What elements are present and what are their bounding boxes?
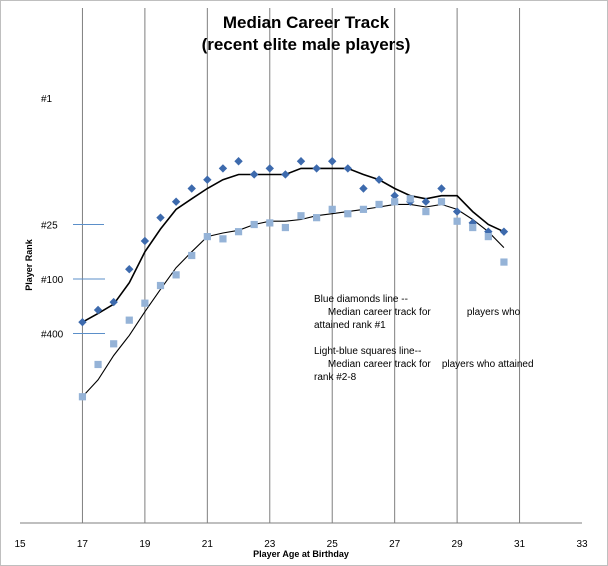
diamond-point bbox=[312, 164, 321, 173]
diamond-point bbox=[218, 164, 228, 173]
rank-label: #25 bbox=[41, 221, 58, 232]
squares-median-line bbox=[81, 203, 505, 398]
legend-note-line: attained rank #1 bbox=[314, 320, 386, 331]
square-point bbox=[125, 316, 133, 324]
square-point bbox=[94, 360, 102, 369]
square-point bbox=[313, 214, 321, 222]
x-tick-label: 33 bbox=[576, 539, 588, 550]
diamond-point bbox=[249, 170, 259, 179]
square-point bbox=[391, 198, 399, 206]
legend-note-line: Light-blue squares line-- bbox=[314, 346, 421, 357]
x-tick-label: 25 bbox=[327, 539, 339, 550]
square-point bbox=[359, 205, 368, 213]
diamond-point bbox=[234, 157, 243, 166]
rank-label: #400 bbox=[41, 329, 64, 340]
diamond-point bbox=[499, 227, 509, 236]
diamond-point bbox=[93, 305, 103, 315]
diamond-point bbox=[171, 197, 181, 206]
square-point bbox=[437, 198, 446, 206]
diamond-point bbox=[421, 197, 431, 206]
legend-note-line: Median career track for players who bbox=[314, 307, 521, 318]
diamond-point bbox=[343, 164, 353, 173]
diamonds-median-line bbox=[82, 167, 505, 323]
diamond-point bbox=[78, 317, 87, 327]
diamond-point bbox=[265, 164, 274, 173]
diamond-point bbox=[109, 297, 118, 307]
square-point bbox=[172, 271, 180, 279]
square-point bbox=[203, 232, 211, 241]
square-point bbox=[234, 228, 243, 236]
diamond-point bbox=[125, 265, 134, 274]
square-point bbox=[281, 223, 289, 232]
diamond-point bbox=[452, 207, 462, 216]
diamond-point bbox=[203, 175, 212, 184]
square-point bbox=[156, 281, 165, 290]
square-point bbox=[78, 393, 87, 401]
legend-note-line: Median career track for players who atta… bbox=[314, 359, 534, 370]
square-point bbox=[500, 258, 508, 266]
square-point bbox=[266, 219, 274, 227]
x-tick-label: 17 bbox=[77, 539, 89, 550]
square-point bbox=[406, 195, 414, 203]
square-point bbox=[422, 208, 430, 216]
square-point bbox=[219, 235, 227, 243]
legend-note-line: Blue diamonds line -- bbox=[314, 294, 408, 305]
rank-label: #100 bbox=[41, 275, 64, 286]
diamond-point bbox=[140, 236, 150, 246]
square-point bbox=[110, 340, 118, 348]
diamond-point bbox=[359, 184, 368, 193]
x-tick-label: 31 bbox=[514, 539, 526, 550]
x-tick-label: 21 bbox=[202, 539, 214, 550]
chart-title: Median Career Track bbox=[223, 13, 390, 32]
x-tick-label: 19 bbox=[139, 539, 151, 550]
square-point bbox=[188, 251, 196, 260]
square-point bbox=[141, 299, 149, 307]
x-tick-label: 29 bbox=[452, 539, 464, 550]
square-point bbox=[469, 223, 477, 232]
diamond-point bbox=[328, 157, 337, 166]
x-tick-label: 15 bbox=[14, 539, 26, 550]
x-tick-label: 23 bbox=[264, 539, 276, 550]
diamond-point bbox=[296, 157, 306, 166]
square-point bbox=[297, 212, 305, 220]
diamond-point bbox=[281, 170, 290, 179]
diamond-point bbox=[374, 175, 384, 184]
square-point bbox=[328, 205, 336, 213]
x-axis-label: Player Age at Birthday bbox=[253, 549, 349, 559]
diamond-point bbox=[156, 213, 165, 222]
square-point bbox=[375, 200, 383, 209]
diamond-point bbox=[187, 184, 196, 193]
square-point bbox=[250, 220, 258, 229]
y-axis-label: Player Rank bbox=[24, 238, 34, 291]
chart-subtitle: (recent elite male players) bbox=[202, 35, 411, 54]
diamond-point bbox=[390, 191, 399, 200]
square-point bbox=[484, 232, 492, 241]
x-tick-label: 27 bbox=[389, 539, 401, 550]
square-point bbox=[344, 210, 352, 218]
rank-label: #1 bbox=[41, 94, 53, 105]
square-point bbox=[453, 217, 461, 225]
legend-note-line: rank #2-8 bbox=[314, 372, 357, 383]
diamond-point bbox=[437, 184, 446, 193]
